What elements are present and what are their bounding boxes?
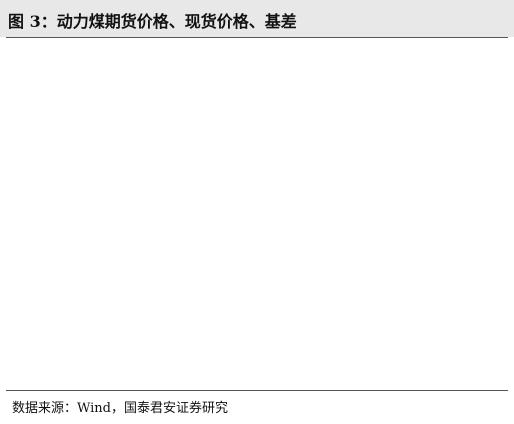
figure-title: 图 3：动力煤期货价格、现货价格、基差 bbox=[8, 12, 297, 31]
source-note: 数据来源：Wind，国泰君安证券研究 bbox=[12, 401, 228, 416]
chart bbox=[0, 38, 514, 396]
figure-title-bar: 图 3：动力煤期货价格、现货价格、基差 bbox=[0, 0, 514, 37]
title-rule bbox=[6, 37, 508, 38]
source-rule bbox=[6, 390, 508, 391]
